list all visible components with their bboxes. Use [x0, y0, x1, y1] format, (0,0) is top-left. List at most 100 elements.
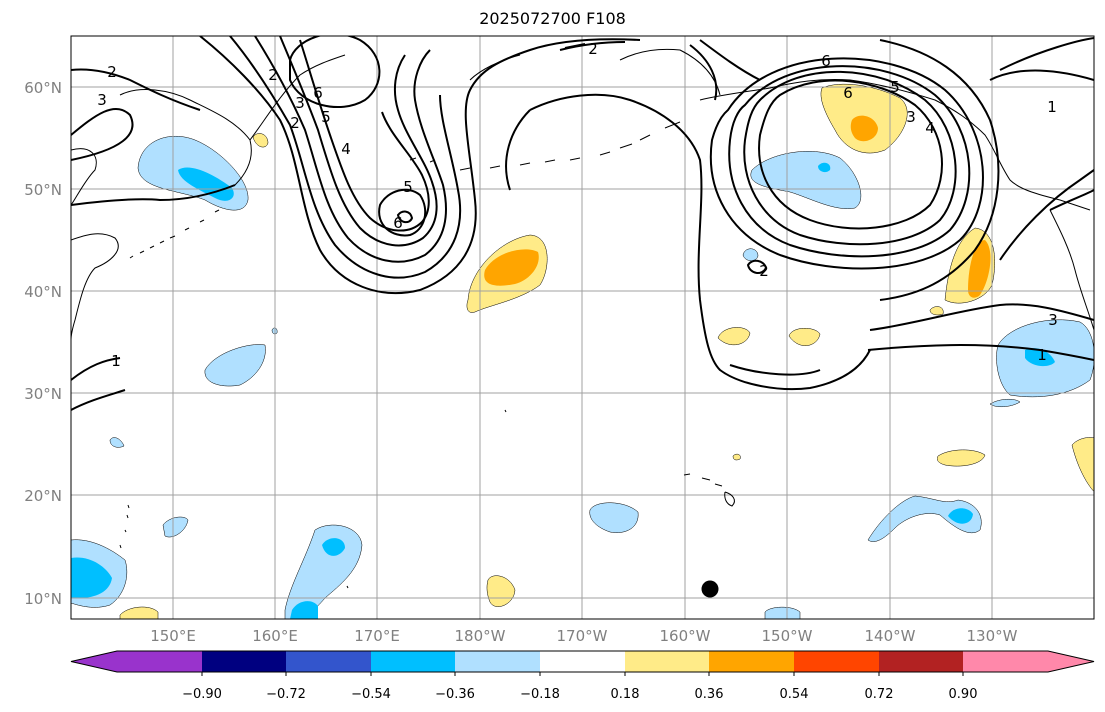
shade-yellow-24n [937, 449, 986, 467]
contour-ring-1 [758, 79, 943, 230]
contour-lower-central [729, 364, 821, 376]
map-title: 2025072700 F108 [479, 9, 626, 28]
colorbar [70, 650, 1095, 676]
contour-central-2 [505, 109, 531, 191]
contour-west-upper [71, 68, 201, 111]
contour-east-1 [999, 169, 1094, 261]
contour-label: 6 [393, 214, 403, 232]
contour-label: 2 [290, 114, 300, 132]
contour-label: 6 [821, 52, 831, 70]
contour-west-3 [71, 184, 236, 206]
colorbar-tick-label: 0.18 [611, 687, 640, 702]
contour-6-inner [396, 210, 414, 224]
colorbar-segment [117, 651, 202, 672]
coast-islands [119, 409, 507, 589]
lat-label: 50°N [24, 181, 62, 199]
shade-blue-bottom [764, 606, 801, 619]
colorbar-tick-label: 0.72 [865, 687, 894, 702]
shade-yellow-bottom [119, 606, 159, 619]
shade-yellow-ne-small [929, 306, 944, 316]
contour-label: 5 [890, 78, 900, 96]
contour-label: 1 [1047, 98, 1057, 116]
contour-east-lower [867, 344, 1094, 361]
colorbar-tick-labels: −0.90 −0.72 −0.54 −0.36 −0.18 0.18 0.36 … [182, 687, 977, 702]
contour-ring-5 [699, 39, 1000, 301]
contour-central [529, 93, 871, 391]
contour-label: 3 [97, 91, 107, 109]
shaded-regions [71, 83, 1094, 619]
lat-label: 40°N [24, 283, 62, 301]
lon-label: 160°W [660, 627, 711, 645]
contour-ring-3 [728, 65, 971, 258]
contour-1-ne [989, 69, 1094, 81]
contour-label: 4 [925, 119, 935, 137]
lat-label: 10°N [24, 590, 62, 608]
shade-yellow-tiny [732, 453, 741, 461]
contour-label: 2 [759, 262, 769, 280]
contour-label: 6 [313, 84, 323, 102]
contour-east-top [1049, 189, 1094, 211]
grid-lines [71, 36, 1094, 619]
shade-orange-ne [968, 240, 991, 298]
coast-aleutians [409, 121, 681, 171]
colorbar-tick-label: 0.90 [949, 687, 978, 702]
colorbar-segment [371, 651, 455, 672]
shade-orange-alaska [850, 115, 878, 142]
lon-label: 150°W [762, 627, 813, 645]
colorbar-tick-label: −0.54 [351, 687, 391, 702]
shade-blue-small-1 [742, 248, 759, 261]
shade-orange-dateline [484, 249, 539, 286]
shade-blue-gulf-core [818, 162, 831, 173]
contour-lines [71, 36, 1094, 411]
contour-1-west [71, 357, 121, 381]
colorbar-tick-label: 0.54 [780, 687, 809, 702]
contour-2-top [559, 41, 626, 51]
contour-label: 3 [295, 94, 305, 112]
contour-ring-2 [743, 70, 957, 246]
contour-label: 3 [906, 108, 916, 126]
shade-blue-west-12n-core [71, 557, 112, 598]
colorbar-tick-label: −0.72 [266, 687, 306, 702]
shade-blue-18n [867, 495, 982, 542]
shade-blue-18n-core [948, 508, 973, 524]
shade-blue-hawaii-s [589, 502, 639, 533]
colorbar-segment [963, 651, 1048, 672]
contour-big-low-3 [254, 36, 447, 263]
colorbar-segment [879, 651, 963, 672]
shade-yellow-175w [486, 575, 516, 607]
colorbar-tick-label: −0.90 [182, 687, 222, 702]
shade-yellow-fareast [1071, 437, 1094, 492]
contour-ring-6 [689, 37, 1094, 101]
contour-label: 1 [1037, 346, 1047, 364]
lon-label: 170°W [557, 627, 608, 645]
colorbar-tick-label: −0.18 [520, 687, 560, 702]
contour-label: 1 [111, 352, 121, 370]
colorbar-segment [286, 651, 371, 672]
lon-label: 170°E [354, 627, 400, 645]
contour-2-west [71, 389, 126, 411]
shade-yellow-small1 [252, 133, 269, 148]
lon-label: 140°W [865, 627, 916, 645]
lon-label: 160°E [252, 627, 298, 645]
lat-label: 30°N [24, 385, 62, 403]
map-frame [70, 35, 1095, 620]
contour-big-low-5 [299, 39, 430, 232]
contour-label: 2 [268, 66, 278, 84]
longitude-labels: 150°E 160°E 170°E 180°W 170°W 160°W 150°… [150, 627, 1017, 645]
colorbar-segment [625, 651, 709, 672]
shade-blue-160e-core2 [290, 601, 318, 619]
colorbar-tick-label: −0.36 [435, 687, 475, 702]
contour-big-low-4 [279, 36, 438, 247]
shade-blue-east-core [1025, 348, 1055, 367]
contour-big-low-2 [229, 36, 462, 279]
colorbar-extend-left [71, 651, 117, 672]
shade-blue-150e-18n [162, 516, 189, 538]
coast-na-west [1049, 209, 1094, 331]
contour-label: 2 [107, 63, 117, 81]
colorbar-outline [70, 650, 1095, 673]
colorbar-extend-right [1048, 651, 1094, 672]
colorbar-segment [455, 651, 540, 672]
contour-label: 4 [341, 140, 351, 158]
shade-yellow-small3 [788, 328, 821, 346]
